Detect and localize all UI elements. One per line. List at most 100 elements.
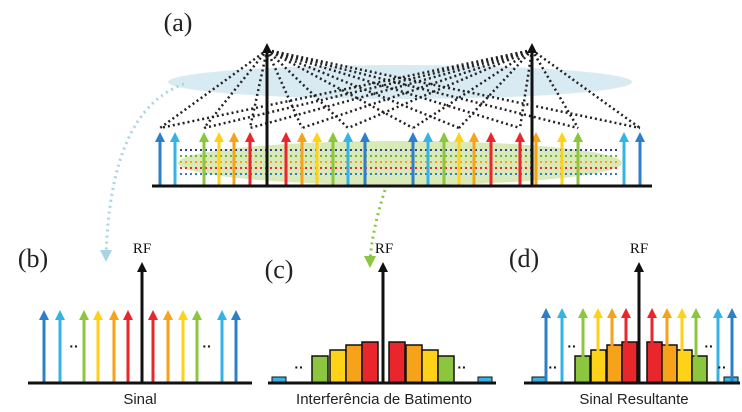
comb-arrow-b <box>79 310 89 383</box>
panel-a: (a) <box>152 8 652 188</box>
beat-path-dotted <box>266 48 641 130</box>
comb-arrow-a <box>439 132 449 186</box>
panel-c: (c) RF ·· ·· Interferência de Batimento <box>265 241 496 408</box>
rf-arrow-a-right <box>527 43 537 186</box>
beat-path-dotted <box>249 48 533 130</box>
comb-arrow-b <box>109 310 119 383</box>
panel-c-ellipsis-right: ·· <box>457 359 466 375</box>
panel-b-label: (b) <box>18 244 48 273</box>
comb-arrow-b <box>163 310 173 383</box>
beat-path-dotted <box>159 48 533 130</box>
comb-arrow-a <box>515 132 525 186</box>
rf-arrow-c <box>378 262 388 383</box>
comb-arrow-a <box>469 132 479 186</box>
comb-arrow-a <box>408 132 418 186</box>
comb-arrow-a <box>619 132 629 186</box>
connector-to-c <box>368 189 387 263</box>
beat-path-dotted <box>203 49 268 129</box>
result-bar <box>621 341 638 384</box>
connector-to-b-head <box>100 250 112 262</box>
rf-arrow-a-left <box>262 43 272 186</box>
comb-arrow-b <box>93 310 103 383</box>
connector-to-c-head <box>364 256 376 268</box>
comb-arrow-b <box>55 310 65 383</box>
comb-arrow-a <box>229 132 239 186</box>
rf-arrow-b <box>137 262 147 383</box>
panel-b-caption: Sinal <box>123 391 156 408</box>
beat-path-dotted <box>347 48 533 130</box>
comb-arrow-a <box>199 132 209 186</box>
comb-arrow-d <box>621 308 631 383</box>
beat-bar <box>388 341 406 384</box>
panel-a-comb <box>155 43 645 186</box>
comb-arrow-b <box>123 310 133 383</box>
panel-d-comb <box>541 262 737 383</box>
panel-d-ellipsis-left-lower: ·· <box>548 359 557 375</box>
comb-arrow-d <box>557 308 567 383</box>
connector-to-b <box>104 82 185 259</box>
beat-bar <box>311 355 329 384</box>
comb-arrow-a <box>245 132 255 186</box>
comb-arrow-a <box>328 132 338 186</box>
panel-c-bars <box>271 262 493 384</box>
comb-arrow-d <box>541 308 551 383</box>
panel-b-ellipsis-right: ·· <box>202 338 211 354</box>
comb-arrow-b <box>231 310 241 383</box>
beat-path-dotted <box>530 49 580 129</box>
comb-arrow-d <box>578 308 588 383</box>
panel-b-ellipsis-left: ·· <box>69 338 78 354</box>
comb-arrow-a <box>214 132 224 186</box>
panel-c-ellipsis-left: ·· <box>294 359 303 375</box>
panel-c-caption: Interferência de Batimento <box>296 391 472 408</box>
panel-d: (d) RF ·· ·· ·· ·· Sinal Resultante <box>509 241 740 408</box>
panel-d-label: (d) <box>509 244 539 273</box>
beat-path-dotted <box>301 48 533 130</box>
panel-c-label: (c) <box>265 255 294 284</box>
beat-path-dotted <box>266 48 521 130</box>
beat-bar <box>405 344 423 384</box>
comb-arrow-d <box>691 308 701 383</box>
beat-bar <box>437 355 455 384</box>
comb-arrow-a <box>486 132 496 186</box>
beat-bar <box>361 341 379 384</box>
comb-arrow-d <box>607 308 617 383</box>
beat-bar <box>345 344 363 384</box>
result-bar <box>646 341 663 384</box>
comb-arrow-a <box>573 132 583 186</box>
panel-d-ellipsis-right-lower: ·· <box>717 359 726 375</box>
result-bar <box>691 355 708 384</box>
beat-path-dotted <box>266 48 579 130</box>
beat-path-dotted <box>266 49 349 129</box>
beat-paths <box>159 48 641 175</box>
beat-path-dotted <box>159 48 268 130</box>
comb-arrow-a <box>297 132 307 186</box>
beat-bar <box>329 349 347 384</box>
comb-arrow-d <box>727 308 737 383</box>
panel-b-comb <box>39 262 241 383</box>
result-bar <box>676 349 693 384</box>
panel-d-rf-label: RF <box>630 241 648 257</box>
panel-b: (b) RF ·· ·· Sinal <box>18 241 252 408</box>
beat-path-dotted <box>203 48 533 130</box>
panel-a-label: (a) <box>164 8 193 37</box>
comb-arrow-a <box>312 132 322 186</box>
comb-arrow-d <box>647 308 657 383</box>
beat-path-dotted <box>248 49 269 129</box>
comb-arrow-b <box>192 310 202 383</box>
panel-d-ellipsis-right-upper: ·· <box>704 338 713 354</box>
comb-arrow-a <box>454 132 464 186</box>
beat-path-dotted <box>518 49 534 129</box>
comb-arrow-b <box>39 310 49 383</box>
result-bar <box>661 344 678 384</box>
beat-path-dotted <box>265 49 304 129</box>
panel-d-ellipsis-left-upper: ·· <box>567 338 576 354</box>
comb-arrow-a <box>360 132 370 186</box>
beat-path-dotted <box>531 48 641 130</box>
comb-arrow-a <box>635 132 645 186</box>
comb-arrow-a <box>423 132 433 186</box>
panel-d-caption: Sinal Resultante <box>579 391 688 408</box>
comb-arrow-d <box>677 308 687 383</box>
beat-bar <box>421 349 439 384</box>
comb-arrow-d <box>713 308 723 383</box>
